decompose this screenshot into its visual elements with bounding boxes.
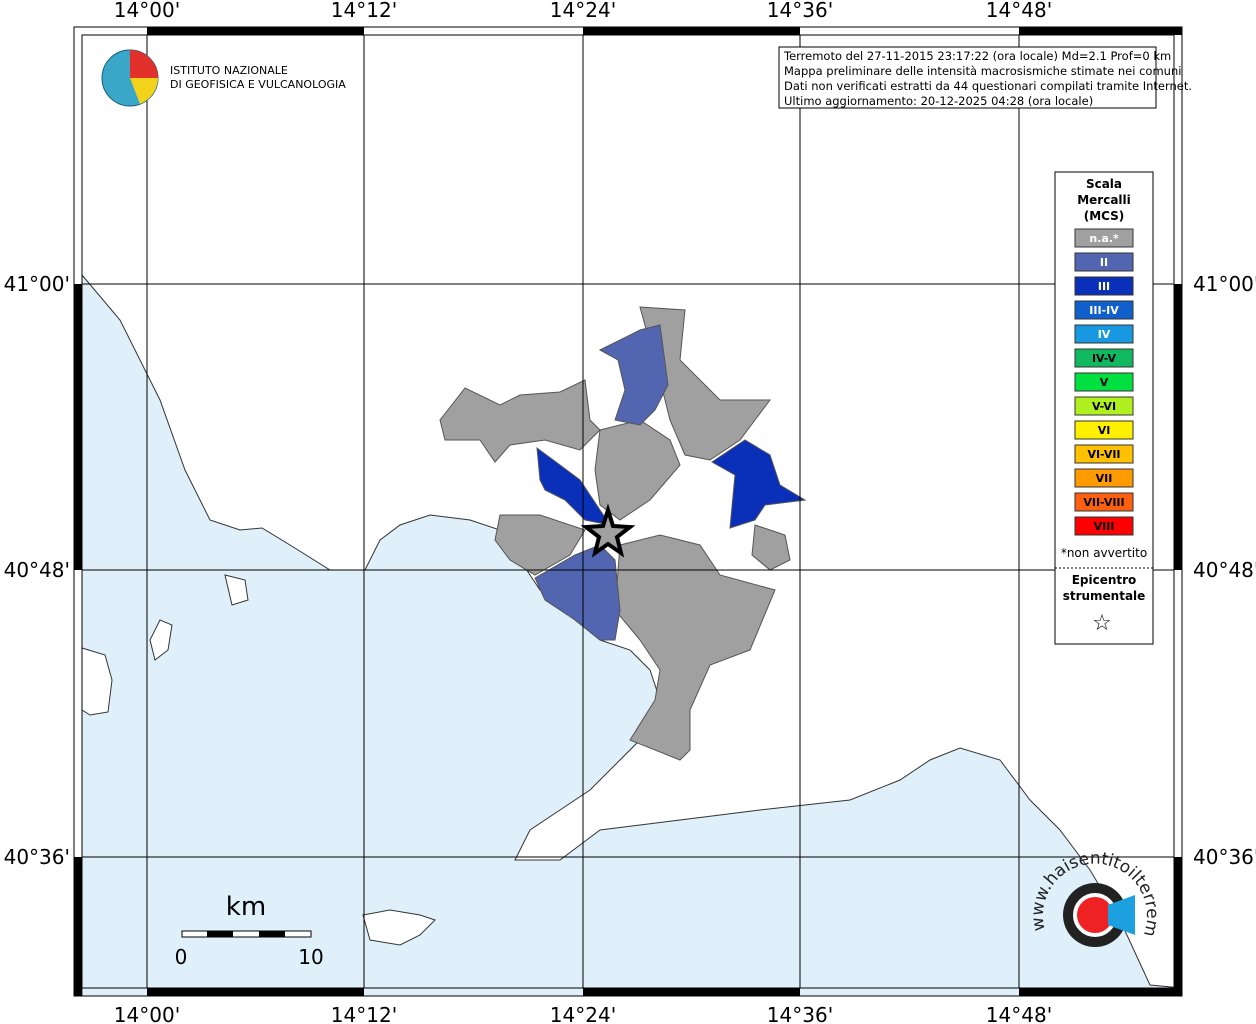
lat-label: 41°00' (4, 272, 70, 296)
lon-label: 14°36' (767, 0, 833, 22)
legend-swatch (1074, 276, 1134, 296)
lat-label: 41°00' (1193, 272, 1256, 296)
legend-swatch (1074, 444, 1134, 464)
legend-epicenter: Epicentro (1072, 573, 1137, 587)
lon-label: 14°12' (331, 0, 397, 22)
legend-label: V (1100, 376, 1109, 389)
legend-note: *non avvertito (1061, 546, 1147, 560)
lon-label: 14°48' (986, 0, 1052, 22)
lat-label: 40°48' (4, 558, 70, 582)
legend-label: III (1098, 280, 1110, 293)
legend-title: Scala (1086, 177, 1122, 191)
region (639, 306, 771, 461)
legend-swatch (1074, 372, 1134, 392)
frame-bar (74, 857, 82, 996)
lon-label: 14°24' (550, 1003, 616, 1024)
legend-label: VI (1098, 424, 1111, 437)
region (751, 524, 791, 571)
legend-label: VII (1096, 472, 1113, 485)
region (614, 534, 776, 761)
scale-unit: km (226, 892, 266, 922)
legend-label: VII-VIII (1083, 496, 1124, 509)
legend-swatch (1074, 228, 1134, 248)
legend-swatch (1074, 396, 1134, 416)
legend-label: II (1100, 256, 1108, 269)
legend-star: ☆ (1092, 611, 1112, 636)
info-line: Mappa preliminare delle intensità macros… (784, 64, 1181, 78)
region (711, 439, 807, 529)
frame-bar (583, 988, 800, 996)
frame-bar (147, 27, 364, 35)
scale-start: 0 (175, 945, 188, 969)
legend-title: (MCS) (1084, 209, 1125, 223)
lon-label: 14°00' (114, 0, 180, 22)
frame-bar (583, 27, 800, 35)
region (534, 544, 621, 641)
scale-seg (207, 931, 233, 937)
region (494, 514, 586, 576)
scale-end: 10 (298, 945, 323, 969)
region (536, 446, 612, 526)
lat-label: 40°48' (1193, 558, 1256, 582)
legend-swatch (1074, 516, 1134, 536)
frame-bar (1174, 857, 1182, 996)
frame-bar (147, 988, 364, 996)
logo-text: DI GEOFISICA E VULCANOLOGIA (170, 78, 346, 91)
legend-label: III-IV (1089, 304, 1119, 317)
info-line: Ultimo aggiornamento: 20-12-2025 04:28 (… (784, 94, 1093, 108)
legend-label: IV (1098, 328, 1111, 341)
logo-text: ISTITUTO NAZIONALE (170, 64, 288, 77)
legend-swatch (1074, 348, 1134, 368)
scale-seg (259, 931, 285, 937)
frame-bar (1174, 284, 1182, 570)
lon-label: 14°12' (331, 1003, 397, 1024)
legend-label: VIII (1094, 520, 1115, 533)
ingv-logo-part (130, 78, 158, 104)
epicenter-star (580, 503, 636, 558)
legend-swatch (1074, 252, 1134, 272)
ingv-logo-part (130, 50, 158, 78)
frame-bar (1019, 988, 1182, 996)
legend-label: V-VI (1092, 400, 1116, 413)
lon-label: 14°00' (114, 1003, 180, 1024)
island (362, 909, 436, 946)
legend-title: Mercalli (1077, 193, 1131, 207)
region (598, 324, 669, 426)
lon-label: 14°48' (986, 1003, 1052, 1024)
lon-label: 14°24' (550, 0, 616, 22)
legend-swatch (1074, 324, 1134, 344)
legend-swatch (1074, 300, 1134, 320)
legend-swatch (1074, 468, 1134, 488)
frame-bar (74, 284, 82, 570)
lat-label: 40°36' (1193, 845, 1256, 869)
info-line: Dati non verificati estratti da 44 quest… (784, 79, 1192, 93)
legend-label: IV-V (1092, 352, 1117, 365)
legend-label: n.a.* (1089, 232, 1119, 245)
legend-swatch (1074, 492, 1134, 512)
legend-epicenter: strumentale (1063, 589, 1146, 603)
legend-label: VI-VII (1087, 448, 1120, 461)
island (149, 619, 173, 661)
region (594, 419, 681, 521)
frame-bar (1019, 27, 1182, 35)
info-box (778, 46, 1157, 109)
legend-swatch (1074, 420, 1134, 440)
island (224, 574, 249, 606)
scale-bar (181, 930, 312, 938)
info-line: Terremoto del 27-11-2015 23:17:22 (ora l… (783, 49, 1171, 63)
lat-label: 40°36' (4, 845, 70, 869)
lon-label: 14°36' (767, 1003, 833, 1024)
site-logo-part (1108, 895, 1135, 935)
